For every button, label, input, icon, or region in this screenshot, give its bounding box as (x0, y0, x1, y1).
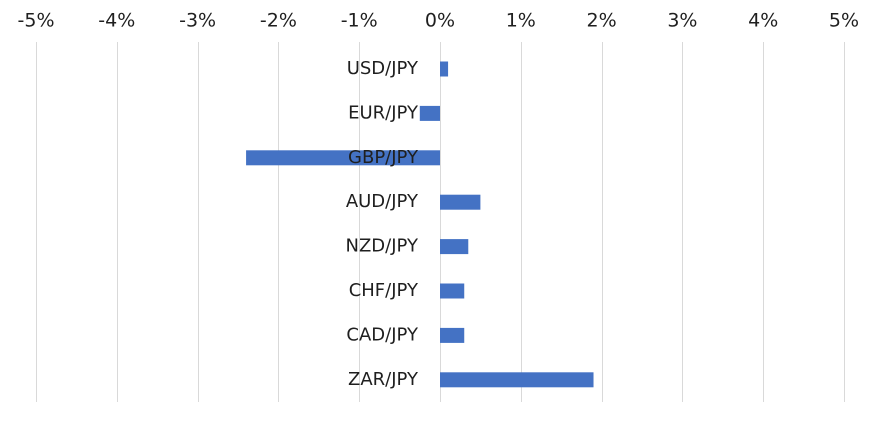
bar-aud-jpy (440, 194, 481, 210)
x-tick-label: -1% (341, 10, 378, 32)
bar-nzd-jpy (440, 239, 469, 255)
x-tick-label: -5% (18, 10, 55, 32)
category-label: ZAR/JPY (348, 369, 419, 390)
category-label: NZD/JPY (346, 236, 419, 257)
bar-usd-jpy (440, 61, 449, 77)
category-label: AUD/JPY (346, 191, 419, 212)
x-tick-label: 0% (425, 10, 455, 32)
category-label: USD/JPY (347, 58, 419, 79)
gridlines (36, 42, 845, 402)
x-tick-label: 4% (748, 10, 778, 32)
bar-zar-jpy (440, 372, 594, 388)
category-labels: USD/JPY EUR/JPY GBP/JPY AUD/JPY NZD/JPY CHF/J… (346, 58, 419, 390)
category-label: CHF/JPY (349, 280, 419, 301)
x-tick-label: -4% (98, 10, 135, 32)
x-tick-label: -3% (179, 10, 216, 32)
x-tick-label: 1% (506, 10, 536, 32)
bar-chf-jpy (440, 283, 465, 299)
bar-eur-jpy (419, 105, 440, 121)
bar-cad-jpy (440, 327, 465, 343)
category-label: GBP/JPY (348, 147, 419, 168)
x-tick-labels: -5% -4% -3% -2% -1% 0% 1% 2% 3% 4% 5% (18, 10, 860, 32)
x-tick-label: 5% (829, 10, 859, 32)
bars (246, 61, 594, 388)
x-tick-label: 3% (667, 10, 697, 32)
x-tick-label: -2% (260, 10, 297, 32)
category-label: CAD/JPY (346, 324, 419, 345)
category-label: EUR/JPY (348, 102, 419, 123)
bar-gbp-jpy (246, 150, 440, 166)
x-tick-label: 2% (587, 10, 617, 32)
